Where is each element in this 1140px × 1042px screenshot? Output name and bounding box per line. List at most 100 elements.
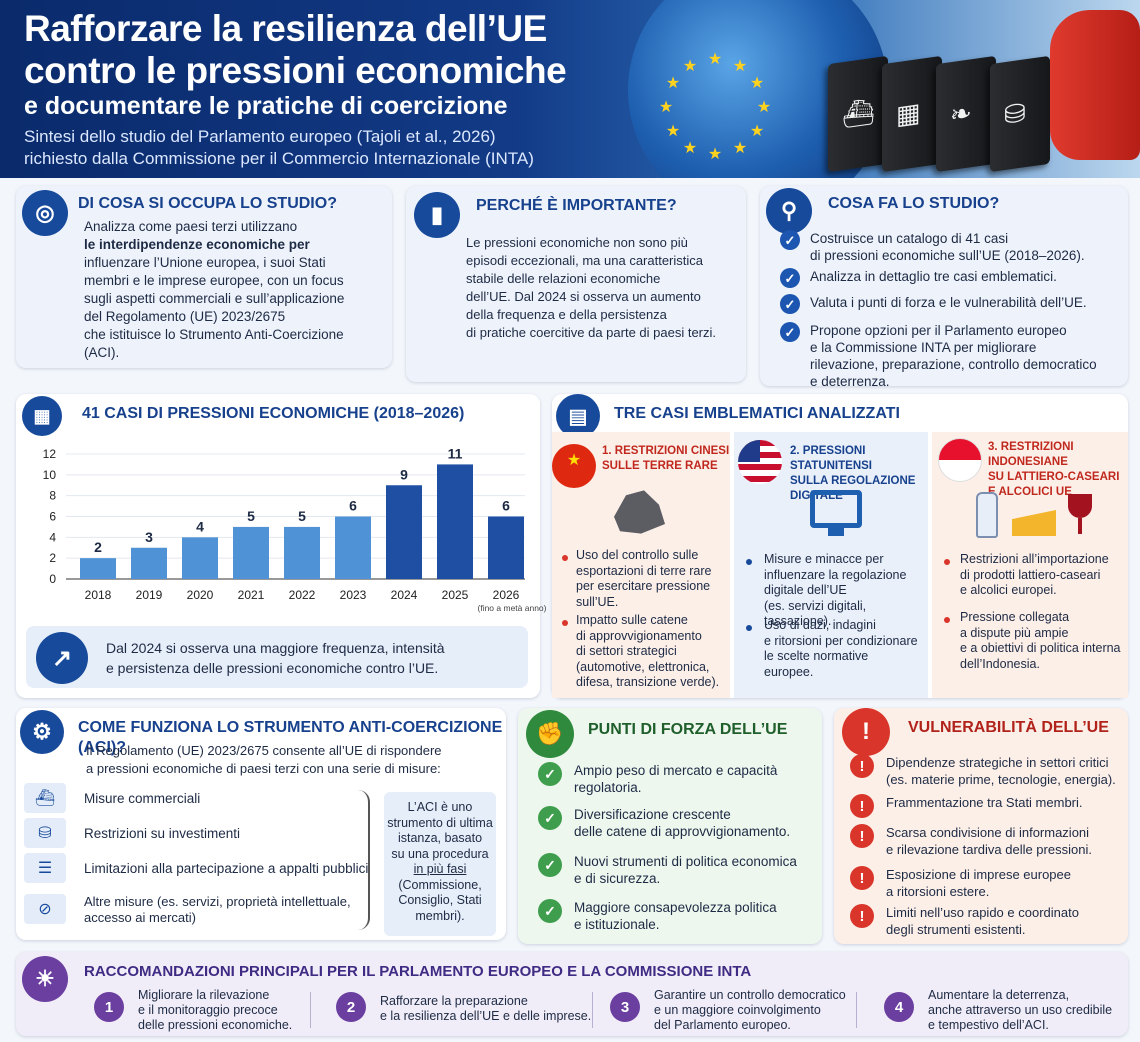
data-label: 5 [298,508,306,524]
header-banner: ★ ★ ★ ★ ★ ★ ★ ★ ★ ★ ★ ★ ⛴ ▦ ❧ ⛁ Rafforzare la res… [0,0,1140,178]
y-tick-label: 0 [49,572,56,586]
aci-card: ⚙ COME FUNZIONA LO STRUMENTO ANTI-COERCI… [16,708,506,940]
svg-text:★: ★ [757,97,770,116]
case-usa: 2. PRESSIONI STATUNITENSI SULLA REGOLAZIO… [734,432,928,698]
calendar-icon: ▦ [22,396,62,436]
study-title: DI COSA SI OCCUPA LO STUDIO? [78,195,337,212]
strength-item: ✓ Diversificazione crescente delle catene… [538,806,790,840]
y-tick-label: 10 [43,468,57,482]
check-icon: ✓ [538,762,562,786]
study-card: ◎ DI COSA SI OCCUPA LO STUDIO? Analizza … [16,186,392,368]
case-indonesia: 3. RESTRIZIONI INDONESIANE SU LATTIERO-CA… [932,432,1128,698]
rare-earth-rock-icon [614,490,665,534]
case-bullet: Pressione collegata a dispute più ampie e… [960,610,1121,671]
data-label: 6 [502,498,510,514]
check-icon: ✓ [780,294,800,314]
svg-text:★: ★ [708,50,722,68]
vulnerability-item: ! Scarsa condivisione di informazioni e r… [850,824,1092,858]
strength-item: ✓ Ampio peso di mercato e capacità regola… [538,762,777,796]
vulnerability-item: ! Esposizione di imprese europee a ritors… [850,866,1071,900]
y-tick-label: 4 [49,530,56,544]
ship-icon: ⛴ [24,783,66,813]
x-tick-label: 2018 [85,588,112,602]
milk-bottle-icon [976,492,998,538]
exclamation-icon: ! [850,866,874,890]
recommendations-card: ☀ RACCOMANDAZIONI PRINCIPALI PER IL PARL… [16,952,1128,1036]
rec-number: 3 [610,992,640,1022]
strengths-card: ✊ PUNTI DI FORZA DELL’UE ✓ Ampio peso di… [518,708,822,944]
wine-glass-icon [1068,494,1092,518]
data-label: 2 [94,539,102,555]
check-icon: ✓ [538,853,562,877]
rec-text: Aumentare la deterrenza, anche attraverso… [928,988,1113,1032]
bar [284,526,320,579]
case-bullet: Uso del controllo sulle esportazioni di t… [576,548,712,609]
document-list-icon: ☰ [24,853,66,883]
data-label: 11 [448,445,463,461]
vulnerability-item: ! Limiti nell’uso rapido e coordinato deg… [850,904,1079,938]
indonesia-flag-icon [938,438,982,482]
domino-leaf-icon: ❧ [936,55,996,173]
domino-barrel-icon: ⛁ [990,55,1050,173]
svg-text:★: ★ [733,138,747,157]
case-bullet: Uso di dazi, indagini e ritorsioni per co… [764,618,918,679]
x-tick-label: 2021 [238,588,265,602]
page-subtitle: Sintesi dello studio del Parlamento euro… [24,127,534,168]
study-text: Analizza come paesi terzi utilizzano le i… [84,219,345,360]
strengths-title: PUNTI DI FORZA DELL’UE [588,721,788,738]
prohibited-icon: ⊘ [24,894,66,924]
aci-note: L’ACI è uno strumento di ultima istanza, b… [384,792,496,936]
svg-text:★: ★ [750,121,764,140]
bar [437,464,473,579]
bar [233,526,269,579]
aci-measure: ☰ Limitazioni alla partecipazione a appal… [24,853,368,883]
case-bullet: Misure e minacce per influenzare la regol… [764,552,907,628]
vulnerability-item: ! Frammentazione tra Stati membri. [850,794,1083,818]
case-bullet: Restrizioni all’importazione di prodotti … [960,552,1109,597]
data-label: 9 [400,466,408,482]
bar [80,558,116,579]
domino-ship-icon: ⛴ [828,55,888,173]
rec-number: 2 [336,992,366,1022]
cases41-card: ▦ 41 CASI DI PRESSIONI ECONOMICHE (2018–… [16,394,546,698]
importance-text: Le pressioni economiche non sono più epis… [466,235,717,340]
svg-text:★: ★ [666,73,680,92]
svg-text:★: ★ [733,56,747,75]
eu-stars-icon: ★ ★★★ ★★★★ ★★★★ [660,50,770,160]
rec-text: Garantire un controllo democratico e un m… [654,988,846,1032]
importance-title: PERCHÉ È IMPORTANTE? [476,197,677,214]
strength-item: ✓ Nuovi strumenti di politica economica e… [538,853,797,887]
y-tick-label: 2 [49,551,56,565]
page-title-line3: e documentare le pratiche di coercizione [24,92,508,120]
check-icon: ✓ [780,230,800,250]
chart-note: (fino a metà anno) [478,603,546,613]
x-tick-label: 2026 [493,588,520,602]
y-tick-label: 12 [43,447,57,461]
bar [488,516,524,579]
domino-chip-icon: ▦ [882,55,942,173]
check-icon: ✓ [780,268,800,288]
x-tick-label: 2024 [391,588,418,602]
exclamation-icon: ! [850,824,874,848]
x-tick-label: 2023 [340,588,367,602]
check-icon: ✓ [538,899,562,923]
svg-text:★: ★ [666,121,680,140]
bar [386,485,422,579]
check-icon: ✓ [780,322,800,342]
brace-divider [354,790,370,930]
usa-flag-icon [738,440,782,484]
target-icon: ◎ [22,190,68,236]
data-label: 3 [145,529,153,545]
recommendations-title: RACCOMANDAZIONI PRINCIPALI PER IL PARLAM… [84,963,752,980]
cheese-icon [1012,510,1056,536]
y-tick-label: 8 [49,489,56,503]
document-icon: ▤ [556,394,600,438]
svg-text:★: ★ [683,138,697,157]
muscle-icon: ✊ [526,710,574,758]
x-tick-label: 2020 [187,588,214,602]
data-label: 5 [247,508,255,524]
case-title: 1. RESTRIZIONI CINESI SULLE TERRE RARE [602,445,730,472]
case-bullet: Impatto sulle catene di approvvigionament… [576,613,720,689]
aci-intro: Il Regolamento (UE) 2023/2675 consente a… [86,743,442,776]
does-card: ⚲ COSA FA LO STUDIO? ✓ Costruisce un cat… [760,186,1128,389]
